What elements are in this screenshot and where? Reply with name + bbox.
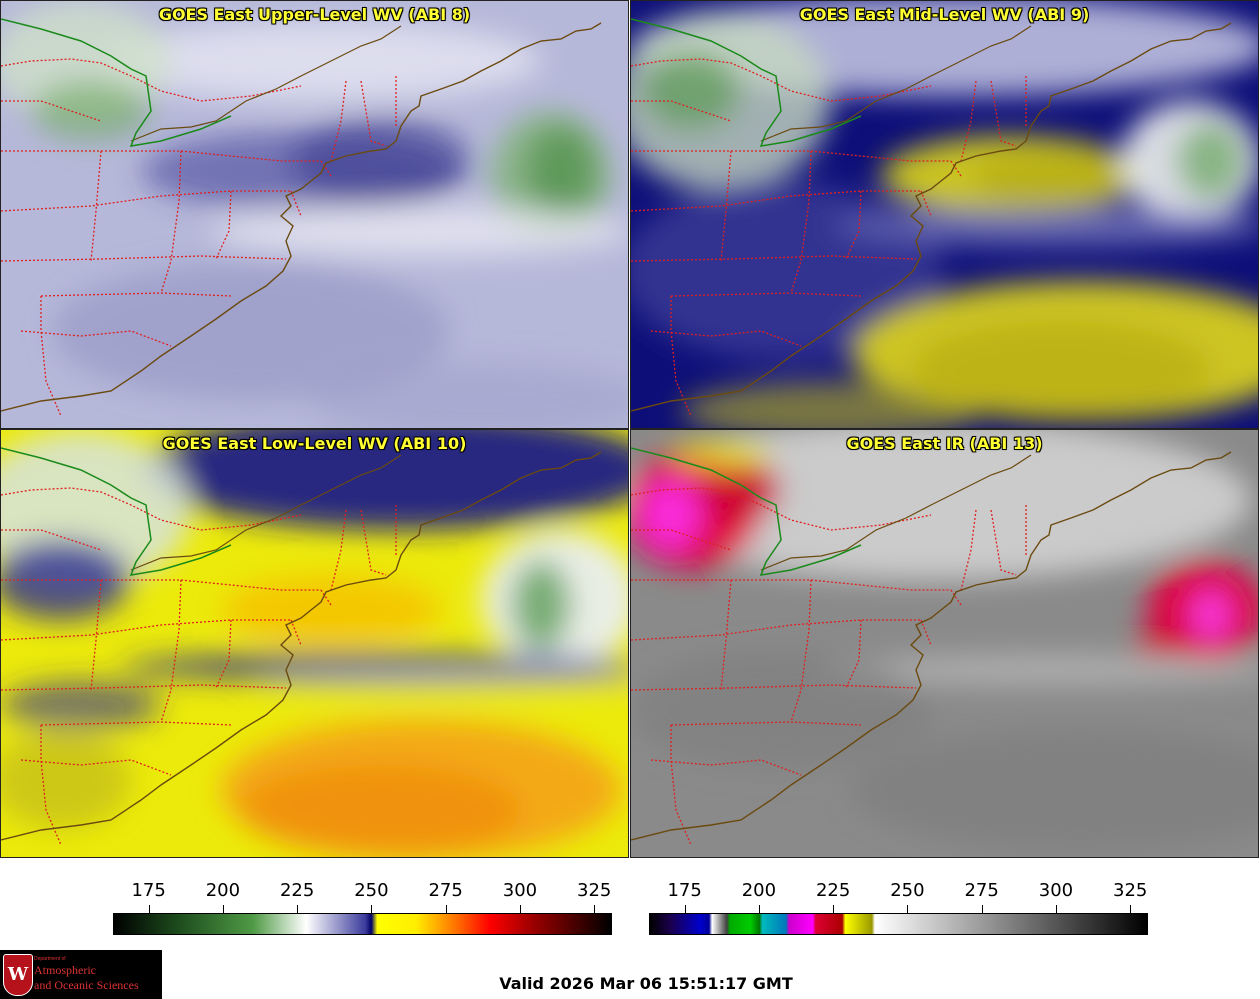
colorbar-tick-label: 300 — [1038, 880, 1074, 901]
colorbar-tick-mark — [833, 905, 835, 913]
colorbar-tick-label: 225 — [279, 880, 315, 901]
colorbar-tick-mark — [148, 905, 150, 913]
uw-crest-icon: W — [3, 954, 33, 996]
colorbar-tick-mark — [981, 905, 983, 913]
satellite-image-mid-wv — [631, 1, 1258, 428]
colorbar-tick-label: 200 — [741, 880, 777, 901]
colorbar-tick-label: 175 — [131, 880, 166, 901]
colorbar-tick-mark — [222, 905, 224, 913]
wv-colorbar: 175 200 225 250 275 300 325 — [113, 880, 612, 940]
panel-title: GOES East Low-Level WV (ABI 10) — [162, 434, 467, 453]
colorbar-tick-label: 325 — [1112, 880, 1148, 901]
colorbar-tick-mark — [297, 905, 299, 913]
logo-department-text: Department of — [34, 956, 66, 962]
colorbar-tick-label: 325 — [576, 880, 612, 901]
colorbar-tick-mark — [445, 905, 447, 913]
panel-title: GOES East Upper-Level WV (ABI 8) — [158, 5, 471, 24]
wv-colorbar-gradient — [113, 913, 612, 935]
colorbar-tick-label: 275 — [428, 880, 463, 901]
panel-mid-level-wv: GOES East Mid-Level WV (ABI 9) — [630, 0, 1259, 429]
panel-title: GOES East Mid-Level WV (ABI 9) — [799, 5, 1090, 24]
logo-line2: and Oceanic Sciences — [34, 978, 139, 992]
valid-time-label: Valid 2026 Mar 06 15:51:17 GMT — [499, 974, 793, 993]
ir-colorbar-gradient — [649, 913, 1148, 935]
colorbar-tick-label: 225 — [815, 880, 851, 901]
colorbar-tick-mark — [758, 905, 760, 913]
panel-title: GOES East IR (ABI 13) — [846, 434, 1043, 453]
colorbar-tick-mark — [519, 905, 521, 913]
panel-upper-level-wv: GOES East Upper-Level WV (ABI 8) — [0, 0, 629, 429]
colorbar-tick-mark — [907, 905, 909, 913]
colorbar-tick-label: 250 — [354, 880, 389, 901]
colorbar-tick-label: 300 — [502, 880, 538, 901]
satellite-image-ir — [631, 430, 1258, 857]
logo-line1: Atmospheric — [34, 963, 96, 977]
colorbar-tick-mark — [1055, 905, 1057, 913]
colorbar-tick-mark — [1130, 905, 1132, 913]
colorbar-tick-label: 275 — [964, 880, 999, 901]
colorbar-tick-mark — [684, 905, 686, 913]
satellite-image-upper-wv — [1, 1, 628, 428]
aos-logo: W Department of Atmospheric and Oceanic … — [0, 950, 162, 999]
colorbar-tick-label: 250 — [890, 880, 925, 901]
colorbar-tick-mark — [371, 905, 373, 913]
satellite-image-low-wv — [1, 430, 628, 857]
panel-low-level-wv: GOES East Low-Level WV (ABI 10) — [0, 429, 629, 858]
colorbar-tick-mark — [594, 905, 596, 913]
panel-ir: GOES East IR (ABI 13) — [630, 429, 1259, 858]
colorbar-tick-label: 175 — [667, 880, 702, 901]
ir-colorbar: 175 200 225 250 275 300 325 — [649, 880, 1148, 940]
colorbar-tick-label: 200 — [205, 880, 241, 901]
